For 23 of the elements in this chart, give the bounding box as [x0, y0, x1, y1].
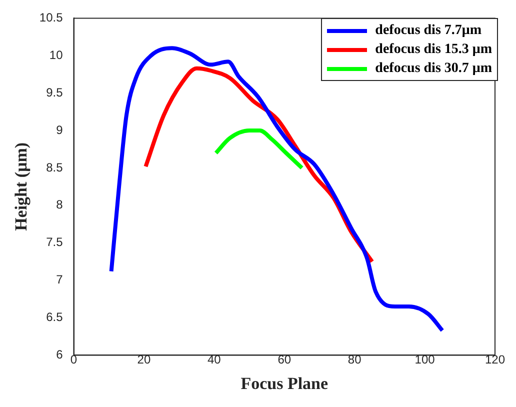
legend-label: defocus dis 15.3 μm [375, 42, 492, 58]
y-tick-label: 7.5 [46, 235, 64, 250]
x-tick-label: 40 [207, 352, 222, 367]
x-tick-label: 0 [70, 352, 78, 367]
x-tick-label: 80 [348, 352, 362, 367]
y-tick-label: 6 [56, 348, 64, 362]
legend-label: defocus dis 7.7μm [375, 22, 482, 38]
y-tick-label: 9 [56, 122, 64, 137]
y-tick-label: 6.5 [46, 310, 64, 324]
legend-label: defocus dis 30.7 μm [375, 60, 492, 76]
y-tick-label: 7 [56, 272, 64, 287]
y-tick-label: 8.5 [46, 160, 64, 174]
x-tick-label: 20 [137, 352, 151, 367]
y-tick-label: 9.5 [46, 85, 64, 100]
y-tick-label: 8 [56, 198, 64, 212]
y-axis-title: Height (μm) [12, 142, 31, 231]
line-series [214, 128, 304, 170]
x-tick-label: 120 [484, 352, 506, 367]
x-axis-title: Focus Plane [240, 374, 329, 394]
x-tick-label: 100 [414, 352, 436, 367]
y-tick-label: 10 [49, 48, 64, 62]
x-tick-label: 60 [278, 352, 292, 367]
y-tick-label: 10.5 [39, 10, 64, 25]
